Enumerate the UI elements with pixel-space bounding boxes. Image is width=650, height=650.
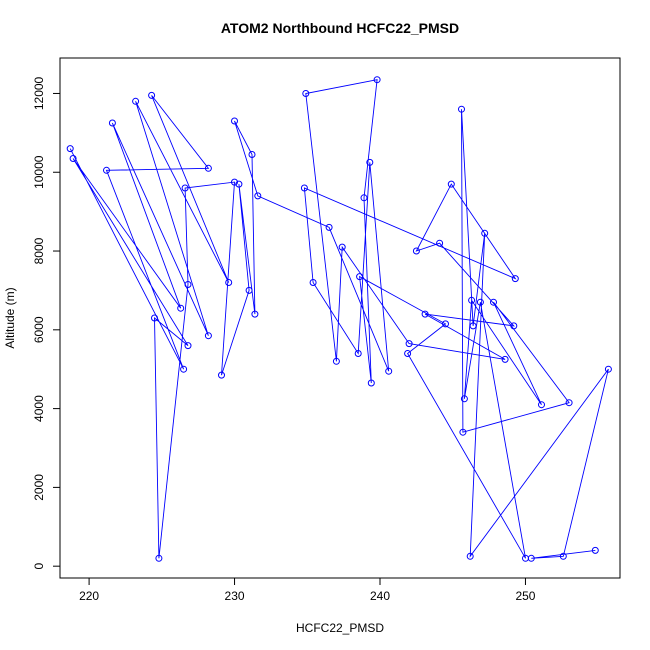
data-point <box>245 286 253 294</box>
data-point <box>155 554 163 562</box>
data-point <box>66 145 74 153</box>
series-layer <box>66 76 612 562</box>
data-point <box>204 332 212 340</box>
data-point <box>248 151 256 158</box>
data-point <box>466 552 474 560</box>
data-point <box>300 184 308 192</box>
x-tick-label: 230 <box>225 589 245 603</box>
data-point <box>412 247 420 255</box>
data-point <box>447 180 455 188</box>
data-point <box>69 155 77 162</box>
y-axis-label: Altitude (m) <box>3 287 17 348</box>
x-tick-label: 250 <box>515 589 535 603</box>
x-axis: 220 230 240 250 <box>79 578 536 603</box>
data-point <box>325 223 333 231</box>
data-point <box>385 367 393 375</box>
y-tick-label: 2000 <box>32 474 46 501</box>
data-point <box>338 243 346 251</box>
data-point <box>510 322 518 330</box>
data-point <box>148 91 156 99</box>
series-line <box>69 79 609 559</box>
data-point <box>231 178 238 186</box>
data-point <box>180 365 188 373</box>
data-point <box>527 554 535 562</box>
y-tick-label: 10000 <box>32 155 46 189</box>
data-point <box>103 166 110 174</box>
y-tick-label: 12000 <box>32 76 46 110</box>
data-point <box>366 158 374 166</box>
y-axis: 0 2000 4000 6000 8000 10000 12000 <box>32 76 60 570</box>
y-tick-label: 8000 <box>32 237 46 264</box>
data-point <box>442 320 449 328</box>
data-point <box>151 314 158 322</box>
data-point <box>108 119 116 127</box>
data-point <box>490 298 497 306</box>
data-point <box>591 546 599 554</box>
data-point <box>559 552 567 560</box>
data-point <box>356 273 364 281</box>
data-point <box>538 401 545 409</box>
data-point <box>421 310 429 318</box>
data-point <box>235 180 243 188</box>
data-point <box>367 379 375 387</box>
data-point <box>501 355 509 363</box>
data-point <box>565 399 573 407</box>
data-point <box>251 310 259 318</box>
data-point <box>354 350 362 357</box>
chart-title: ATOM2 Northbound HCFC22_PMSD <box>221 20 459 36</box>
data-point <box>184 281 192 288</box>
data-point <box>458 105 465 113</box>
data-point <box>309 279 317 286</box>
data-point <box>468 296 476 304</box>
data-point <box>332 357 340 365</box>
x-tick-label: 240 <box>370 589 390 603</box>
data-point <box>469 322 477 330</box>
data-point <box>604 365 612 373</box>
data-point <box>177 304 185 312</box>
x-axis-label: HCFC22_PMSD <box>296 621 384 635</box>
data-point <box>204 164 212 172</box>
data-point <box>225 279 233 286</box>
y-tick-label: 0 <box>32 563 46 570</box>
data-point <box>373 76 381 84</box>
data-point <box>481 229 489 237</box>
data-point <box>360 194 368 202</box>
data-point <box>184 342 192 350</box>
data-point <box>460 395 468 403</box>
data-point <box>405 340 413 348</box>
y-tick-label: 4000 <box>32 395 46 422</box>
x-tick-label: 220 <box>79 589 99 603</box>
data-point <box>254 192 262 200</box>
plot-frame <box>59 57 621 579</box>
data-point <box>459 428 467 436</box>
data-point <box>231 117 238 125</box>
data-point <box>404 350 412 357</box>
data-point <box>181 184 189 192</box>
data-point <box>476 298 484 306</box>
data-point <box>436 239 444 247</box>
data-point <box>218 371 225 379</box>
data-point <box>302 90 310 97</box>
data-point <box>132 97 140 105</box>
data-point <box>511 275 519 283</box>
y-tick-label: 6000 <box>32 316 46 343</box>
